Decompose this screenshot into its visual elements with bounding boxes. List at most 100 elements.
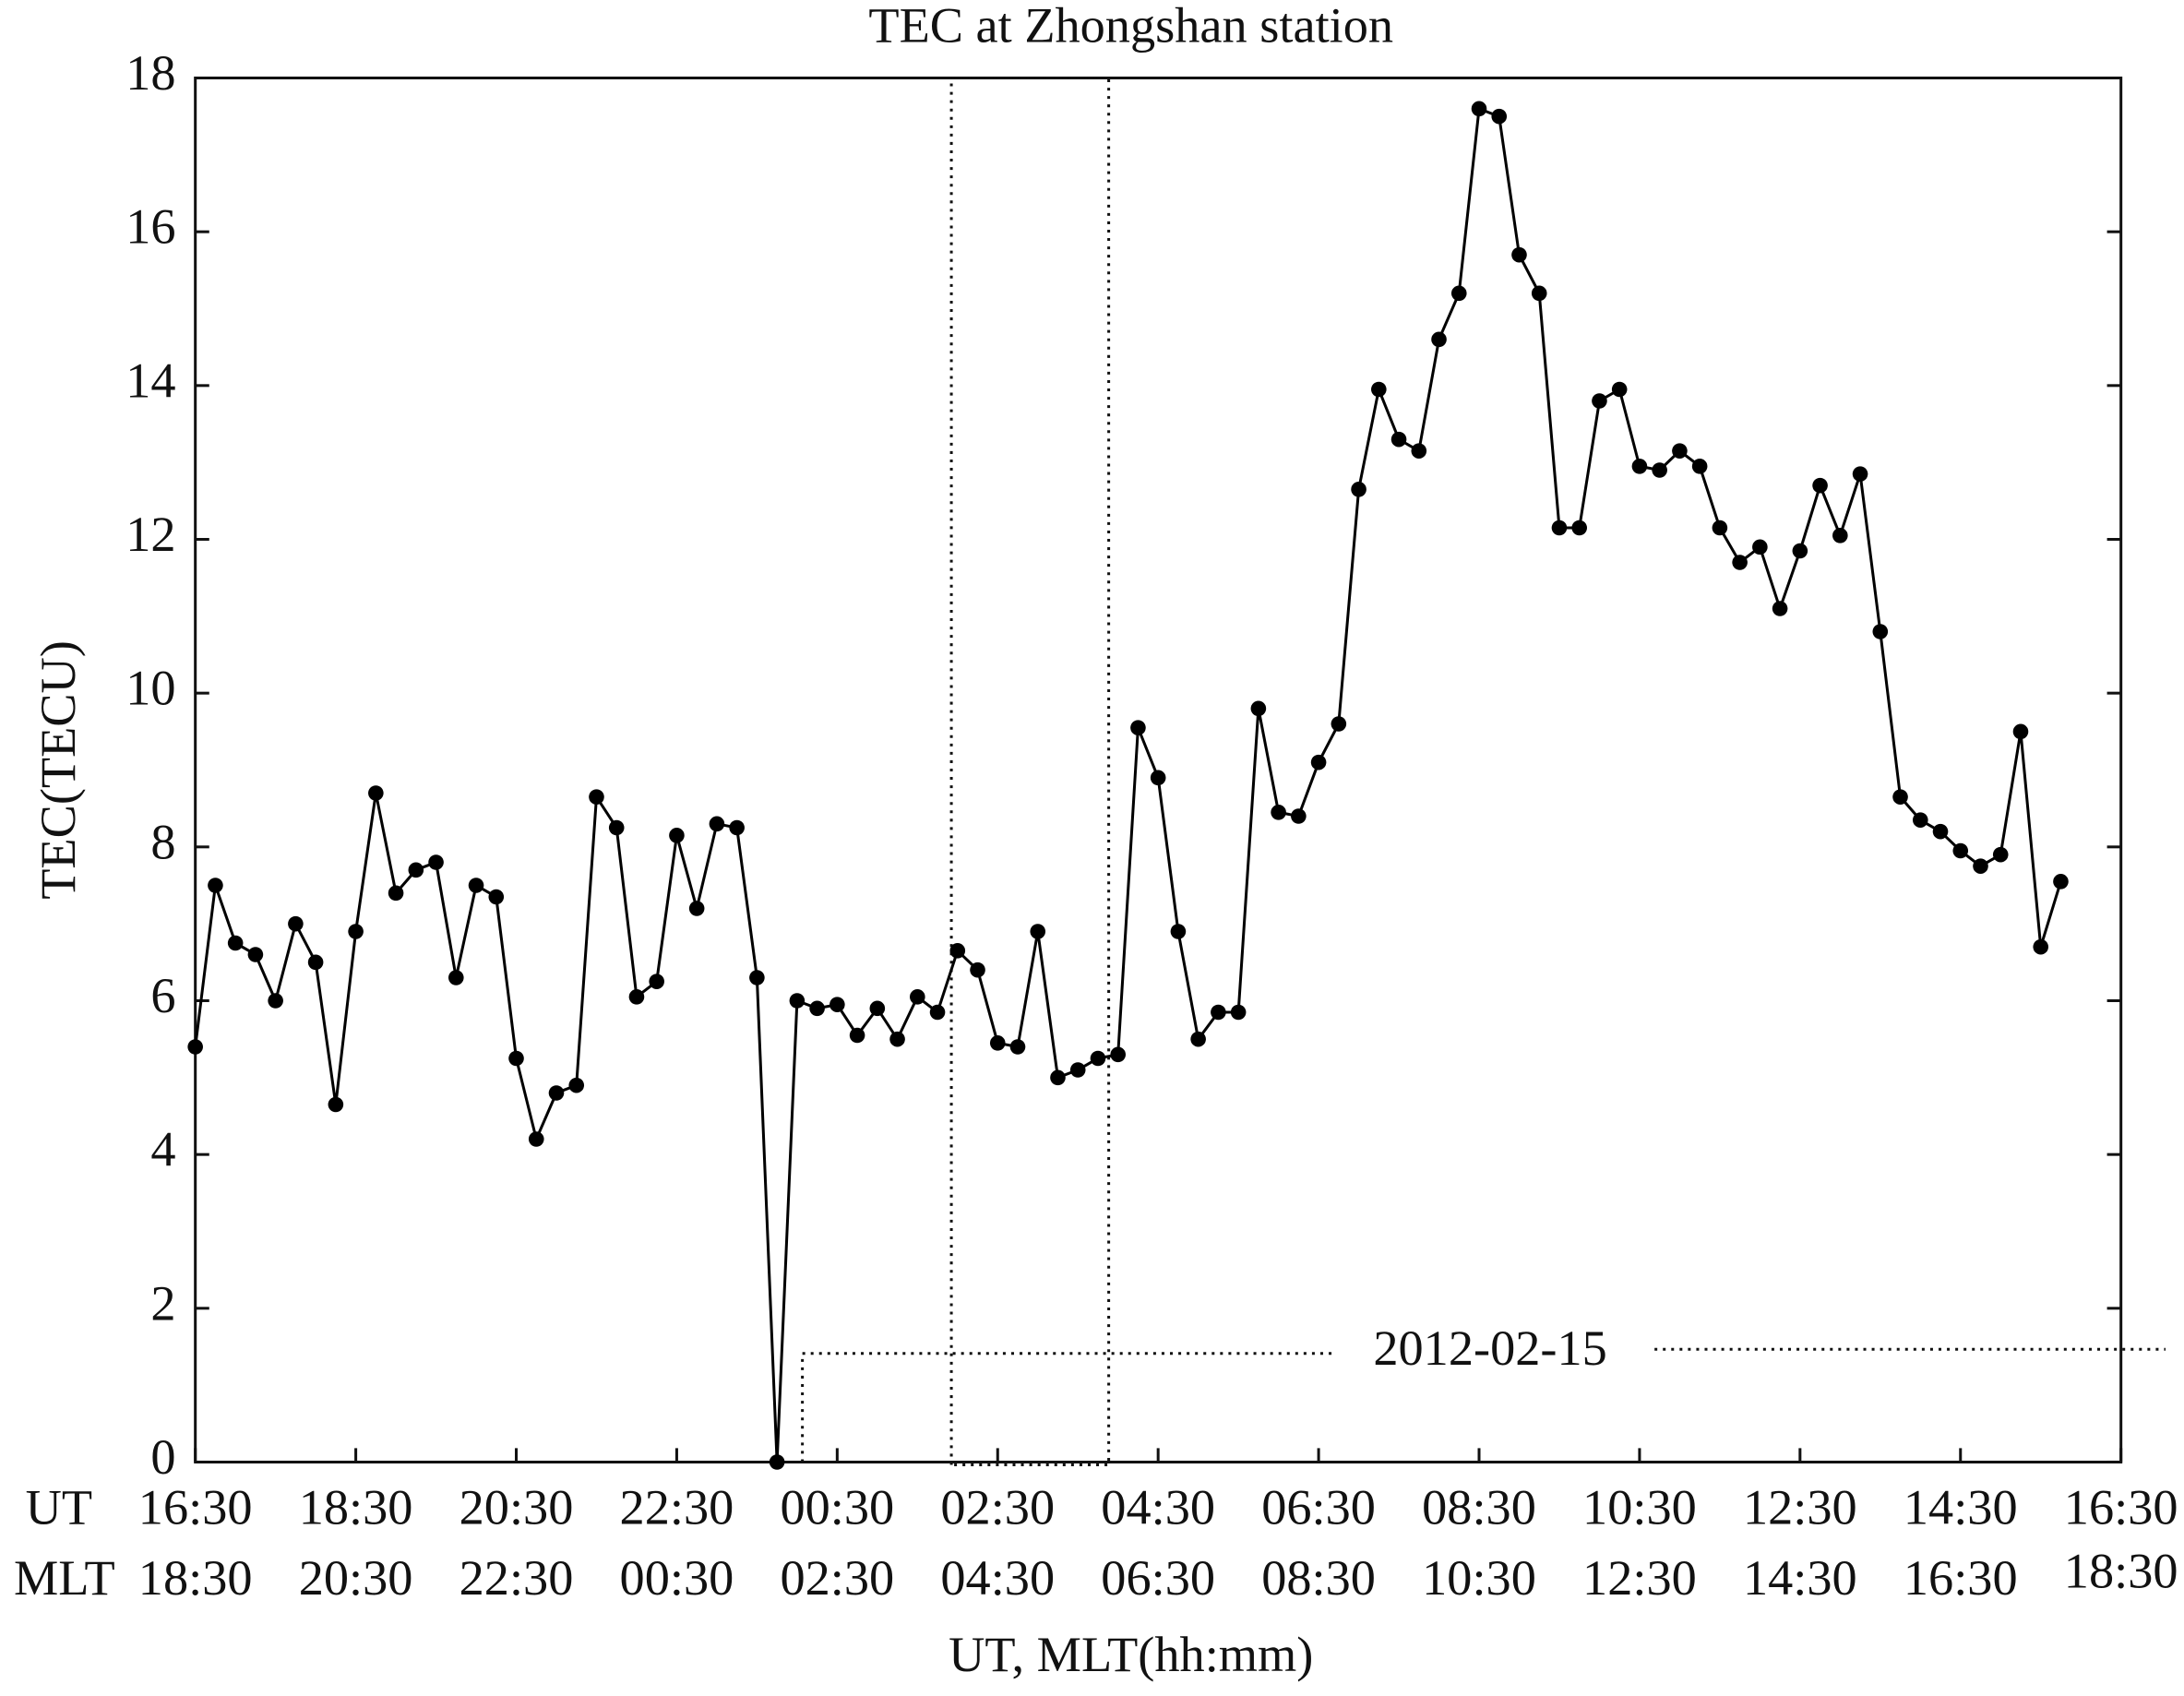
data-point [709,816,725,832]
data-point [749,970,765,985]
data-point [1551,520,1568,536]
data-point [468,878,484,893]
data-point [1390,431,1407,448]
data-point [268,993,283,1009]
data-point [949,943,966,959]
data-point [1712,520,1728,536]
x-tick-label: 22:30 [620,1479,734,1535]
data-point [1592,393,1607,409]
data-point [307,954,324,971]
data-point [1852,466,1868,482]
x-tick-label: 16:30 [138,1479,253,1535]
data-point [809,1000,825,1017]
data-point [910,989,925,1005]
data-point [688,901,705,916]
mlt-tick-label: 12:30 [1582,1550,1697,1606]
y-tick-label: 0 [150,1429,175,1485]
data-point [989,1035,1006,1051]
data-point [649,973,664,989]
data-point [1090,1050,1106,1067]
y-tick-label: 18 [125,45,175,101]
data-point [368,785,384,801]
plot-frame [194,76,2123,1463]
date-line-left [801,1352,1338,1463]
data-point [2012,723,2029,740]
mlt-tick-label: 08:30 [1261,1550,1376,1606]
event-window [949,76,1111,1467]
data-point [1952,842,1969,859]
mlt-tick-label: 06:30 [1101,1550,1215,1606]
data-point [1973,858,1988,874]
mlt-tick-label: 00:30 [620,1550,734,1606]
data-point [1832,528,1848,543]
x-axis-title: UT, MLT(hh:mm) [949,1627,1313,1682]
x-tick-label: 20:30 [459,1479,574,1535]
data-point [1631,459,1648,474]
data-point [849,1027,865,1044]
data-point [1571,520,1588,536]
data-point [1932,823,1949,840]
data-point [589,789,604,805]
annotation-lines [801,76,2166,1467]
data-point [1772,601,1788,616]
data-point [1110,1046,1126,1063]
data-point [769,1454,785,1470]
y-tick-label: 8 [150,814,175,869]
data-point [528,1131,544,1147]
data-point [1912,812,1928,828]
data-point [1190,1031,1206,1047]
data-point [1431,331,1447,348]
data-point [288,915,304,932]
data-point [1310,754,1327,770]
y-tick-label: 12 [125,507,175,562]
data-point [428,854,444,870]
data-point [1069,1062,1086,1078]
x-tick-label: 06:30 [1261,1479,1376,1535]
data-point [929,1004,946,1021]
data-point [1450,285,1467,302]
data-point [1611,381,1628,398]
x-tick-label: 16:30 [2064,1479,2178,1535]
mlt-tick-label: 10:30 [1422,1550,1536,1606]
data-point [1411,443,1427,459]
data-point [568,1077,585,1093]
x-tick-label: 18:30 [299,1479,413,1535]
mlt-tick-label: 14:30 [1743,1550,1857,1606]
y-tick-label: 10 [125,661,175,716]
data-point [348,924,364,939]
data-point [869,1000,886,1017]
data-line [194,106,2062,1463]
data-point [1030,924,1046,939]
data-point [1130,720,1146,735]
data-point [1732,555,1748,570]
data-point [1009,1039,1026,1055]
data-point [1792,543,1808,559]
data-point [889,1031,905,1047]
data-point [1892,789,1908,805]
y-axis-title: TEC(TECU) [30,640,86,900]
data-point [1170,924,1187,939]
mlt-tick-label: 16:30 [1904,1550,2018,1606]
data-point [1230,1004,1247,1021]
mlt-tick-label: 18:30 [138,1550,253,1606]
x-tick-label: 12:30 [1743,1479,1857,1535]
mlt-tick-label: 20:30 [299,1550,413,1606]
x-tick-label: 02:30 [940,1479,1055,1535]
data-point [1471,101,1487,117]
mlt-tick-label: 22:30 [459,1550,574,1606]
data-point [1250,700,1267,717]
data-point [548,1085,565,1101]
data-point [1351,482,1366,497]
data-point [208,878,223,893]
data-point [1491,108,1508,125]
data-point [448,970,464,985]
data-point [970,961,985,978]
data-point [508,1050,524,1067]
data-point [669,828,685,843]
ut-label: UT [26,1479,92,1535]
data-point [829,997,845,1012]
mlt-tick-label: 18:30 [2064,1544,2178,1599]
data-point [1672,443,1688,459]
